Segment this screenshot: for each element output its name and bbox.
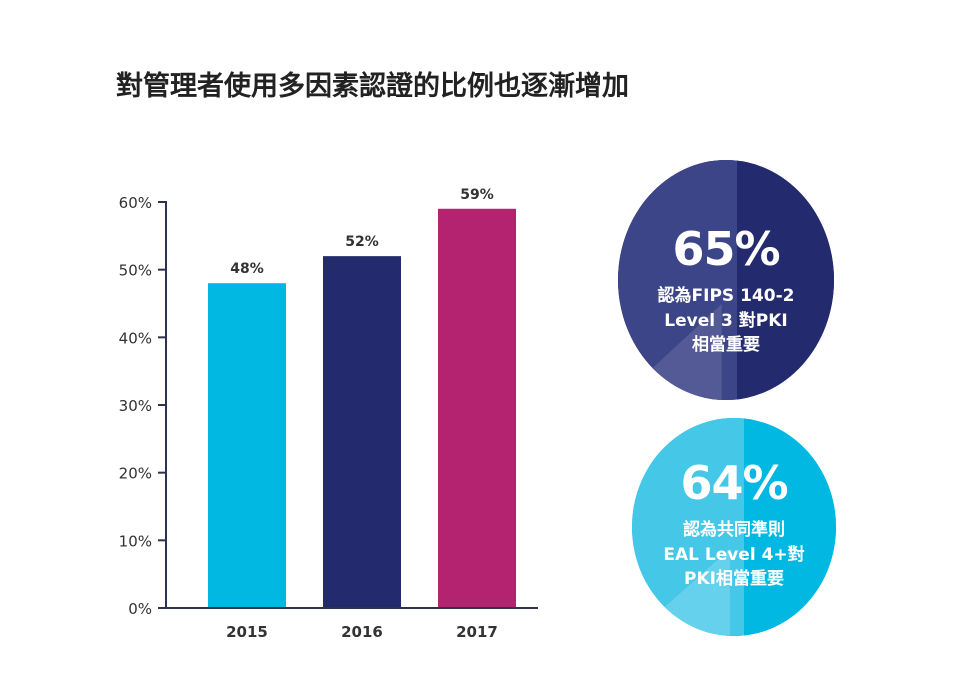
x-axis: 2015 2016 2017	[165, 607, 538, 641]
bar	[323, 256, 401, 608]
y-tick-label: 30%	[119, 397, 152, 415]
y-tick-label: 50%	[119, 262, 152, 280]
circle-right-tone	[744, 418, 836, 636]
y-tick-label: 0%	[128, 600, 152, 618]
bar-value-label: 48%	[230, 261, 264, 277]
chart-title: 對管理者使用多因素認證的比例也逐漸增加	[116, 71, 629, 102]
y-tick-label: 20%	[119, 465, 152, 483]
y-axis: 0% 10% 20% 30% 40% 50% 60%	[119, 194, 167, 618]
y-tick-label: 40%	[119, 329, 152, 347]
stat-label-line: 相當重要	[692, 335, 760, 356]
stat-circle-fips: 65% 認為FIPS 140-2 Level 3 對PKI 相當重要	[618, 160, 834, 400]
x-tick-label: 2015	[226, 623, 268, 641]
bar	[438, 208, 516, 608]
bar-value-label: 59%	[460, 187, 494, 203]
circle-right-tone	[736, 160, 834, 400]
stat-label-line: Level 3 對PKI	[664, 310, 788, 331]
stat-label-line: 認為FIPS 140-2	[657, 286, 795, 306]
stat-label-line: PKI相當重要	[684, 569, 784, 590]
bar-value-label: 52%	[345, 234, 379, 250]
stat-content: 65% 認為FIPS 140-2 Level 3 對PKI 相當重要	[618, 226, 834, 358]
stat-label: 認為共同準則 EAL Level 4+對 PKI相當重要	[632, 518, 836, 592]
y-tick-label: 60%	[119, 194, 152, 212]
stat-value: 64%	[680, 456, 788, 510]
stat-label-line: EAL Level 4+對	[663, 544, 805, 565]
stat-circle-eal: 64% 認為共同準則 EAL Level 4+對 PKI相當重要	[632, 418, 836, 636]
bar-chart: 0%10%20%30%40%50%60% 48%52%59% 2015 2016 2…	[119, 187, 538, 641]
stat-content: 64% 認為共同準則 EAL Level 4+對 PKI相當重要	[632, 460, 836, 592]
x-tick-label: 2017	[456, 623, 498, 641]
stat-value: 65%	[672, 222, 780, 276]
stat-label-line: 認為共同準則	[683, 520, 785, 540]
bar	[208, 283, 286, 608]
bars: 48% 52% 59%	[208, 187, 516, 608]
x-tick-label: 2016	[341, 623, 383, 641]
y-tick-label: 10%	[119, 532, 152, 550]
stat-label: 認為FIPS 140-2 Level 3 對PKI 相當重要	[618, 284, 834, 358]
